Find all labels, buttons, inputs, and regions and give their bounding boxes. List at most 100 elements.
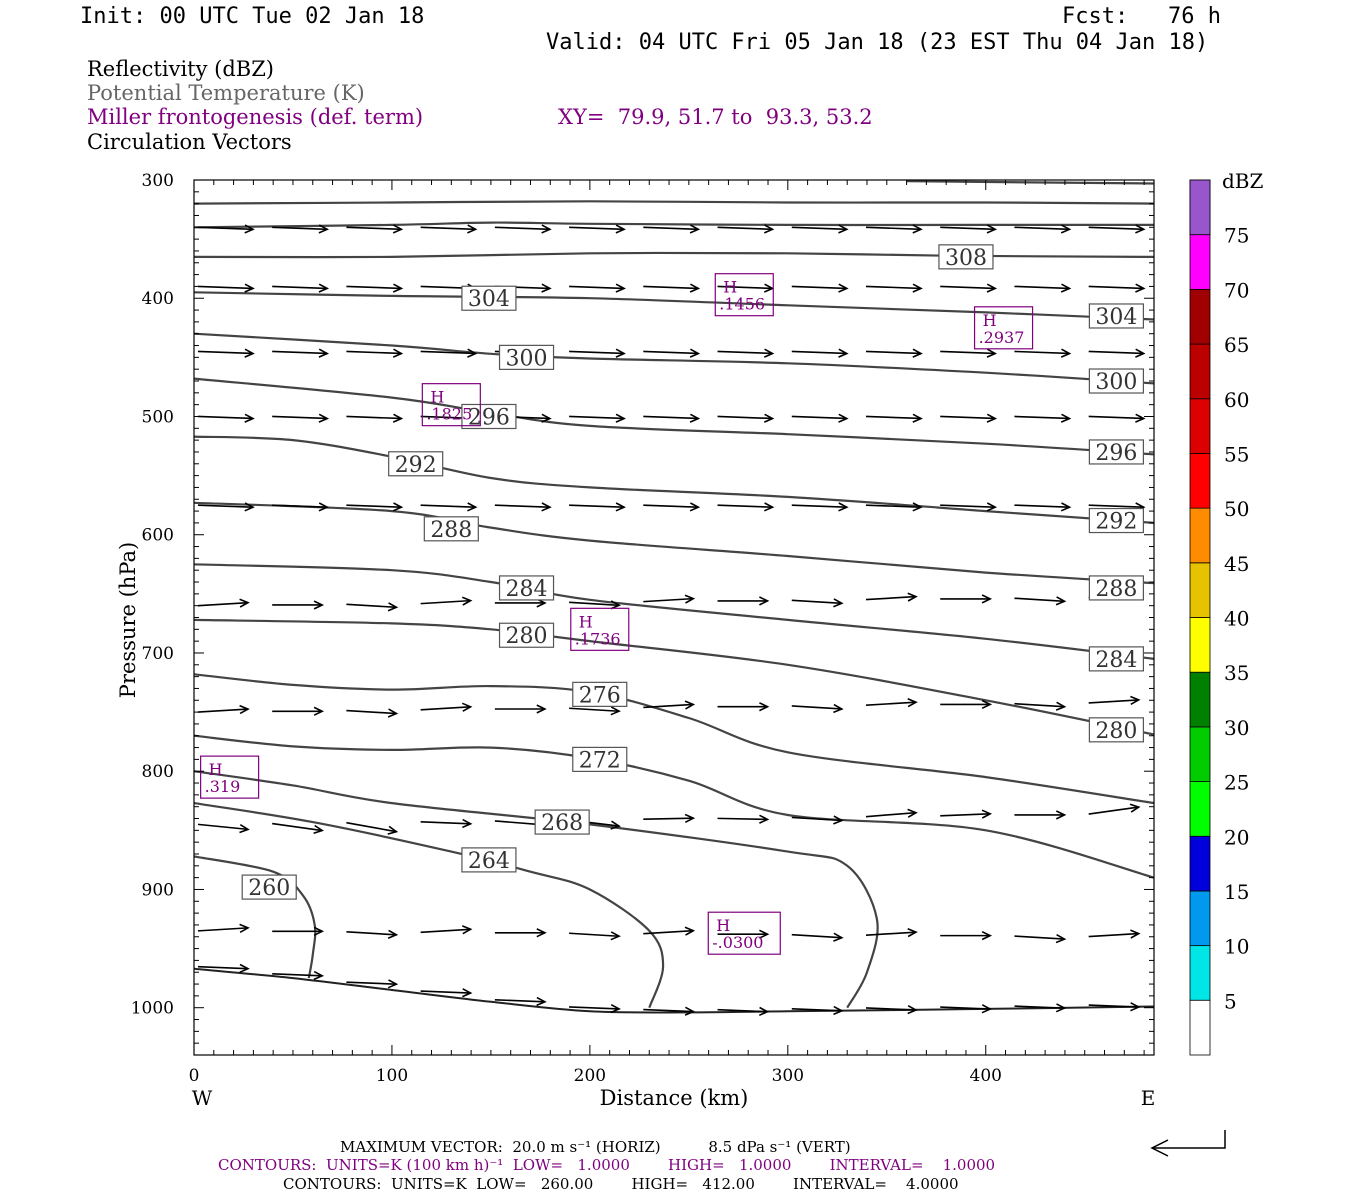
colorbar-segment <box>1189 890 1211 947</box>
contour-label-260: 260 <box>248 876 290 901</box>
fronto-max-box <box>714 273 774 317</box>
contour-label-304: 304 <box>1095 305 1137 330</box>
contour-label-box <box>498 575 555 601</box>
fronto-max-value: .1456 <box>719 295 765 314</box>
east-label: E <box>1141 1086 1156 1110</box>
vector-shaft <box>865 415 922 420</box>
vector-arrowhead <box>838 413 849 423</box>
vector-shaft <box>272 415 328 420</box>
vector-shaft <box>940 504 996 508</box>
vector-arrowhead <box>1060 502 1072 512</box>
fronto-max-box <box>707 911 781 955</box>
vector-shaft <box>791 816 842 822</box>
vector-arrowhead <box>833 703 844 714</box>
vector-arrowhead <box>1060 348 1072 358</box>
vector-arrowhead <box>981 594 993 604</box>
contour-label-box <box>572 746 628 772</box>
vector-shaft <box>272 822 323 832</box>
contour-label-box <box>498 344 555 370</box>
vector-arrowhead <box>392 224 404 234</box>
fronto-max-box <box>200 755 260 799</box>
colorbar-segment <box>1189 398 1211 454</box>
fronto-max-label: H <box>716 916 730 935</box>
vector-arrowhead <box>763 224 775 234</box>
vector-shaft <box>865 1007 917 1011</box>
colorbar-tick-label: 25 <box>1224 771 1249 795</box>
vector-shaft <box>346 821 397 833</box>
vector-arrowhead <box>318 348 330 358</box>
vector-arrowhead <box>462 988 473 998</box>
vector-arrowhead <box>313 600 325 610</box>
vector-shaft <box>569 504 625 508</box>
contour-label-box <box>1088 575 1144 601</box>
contour-label-box <box>1088 303 1144 329</box>
vector-arrowhead <box>689 348 701 358</box>
fronto-max-value: .2937 <box>979 328 1025 347</box>
vector-shaft <box>940 285 996 290</box>
field-potential-temperature: Potential Temperature (K) <box>87 81 365 105</box>
vector-shaft <box>791 1008 842 1012</box>
contour-label-272: 272 <box>579 748 621 773</box>
vector-shaft <box>1014 285 1070 290</box>
vector-arrowhead <box>759 702 770 712</box>
vector-shaft <box>569 350 625 355</box>
vector-arrowhead <box>912 224 923 234</box>
vector-arrowhead <box>981 809 993 819</box>
vector-shaft <box>420 821 471 825</box>
vector-arrowhead <box>758 1006 770 1017</box>
vector-shaft <box>197 927 249 932</box>
fronto-max-label: H <box>209 760 223 779</box>
vector-arrowhead <box>1060 413 1072 423</box>
vector-shaft <box>643 415 699 420</box>
vector-arrowhead <box>981 930 993 941</box>
vector-shaft <box>865 811 917 818</box>
vector-shaft <box>494 999 545 1003</box>
vector-arrowhead <box>392 502 404 512</box>
contour-label-268: 268 <box>541 811 583 836</box>
vector-shaft <box>791 504 847 508</box>
vector-arrowhead <box>833 1005 844 1016</box>
vector-arrowhead <box>907 808 918 818</box>
y-tick-label: 900 <box>142 880 174 900</box>
vector-arrowhead <box>689 502 701 512</box>
theta-contour-309 <box>193 221 1154 229</box>
colorbar-segment <box>1189 562 1211 618</box>
contour-label-box <box>1088 507 1144 534</box>
vector-arrowhead <box>981 699 993 710</box>
vector-arrowhead <box>313 926 325 937</box>
vector-arrowhead <box>615 348 626 358</box>
vector-shaft <box>494 504 550 508</box>
vector-shaft <box>791 599 842 605</box>
vector-arrowhead <box>239 824 250 834</box>
vector-arrowhead <box>244 283 255 293</box>
vector-shaft <box>1014 702 1065 708</box>
vector-shaft <box>420 226 476 231</box>
colorbar-segment <box>1189 179 1211 236</box>
colorbar: 5 10 15 20 25 30 35 40 45 50 55 60 65 70 75 dBZ <box>1189 169 1264 1056</box>
fronto-max-label: H <box>983 311 997 330</box>
vector-arrowhead <box>318 413 330 423</box>
vector-shaft <box>940 1006 991 1010</box>
vector-arrowhead <box>1060 224 1072 234</box>
cross-section-endpoints: XY= 79.9, 51.7 to 93.3, 53.2 <box>558 105 873 129</box>
vector-arrowhead <box>244 348 255 358</box>
reference-vector-key <box>1150 1130 1226 1157</box>
vector-shaft <box>346 226 402 231</box>
plot-frame <box>193 179 1155 1056</box>
vector-shaft <box>1088 285 1144 290</box>
colorbar-tick-label: 50 <box>1224 497 1249 521</box>
y-tick-label: 600 <box>142 526 174 546</box>
vector-arrowhead <box>759 814 770 824</box>
vector-shaft <box>494 226 550 231</box>
fronto-max-value: .1825 <box>426 405 472 424</box>
vector-shaft <box>569 932 620 938</box>
vector-arrowhead <box>684 700 696 710</box>
fronto-max-value: .319 <box>205 777 241 796</box>
vector-arrowhead <box>387 825 399 835</box>
fronto-max-box <box>973 306 1034 350</box>
contour-label-box <box>498 622 555 648</box>
vector-arrowhead <box>907 592 918 602</box>
vector-shaft <box>940 226 996 231</box>
field-reflectivity: Reflectivity (dBZ) <box>87 57 275 81</box>
